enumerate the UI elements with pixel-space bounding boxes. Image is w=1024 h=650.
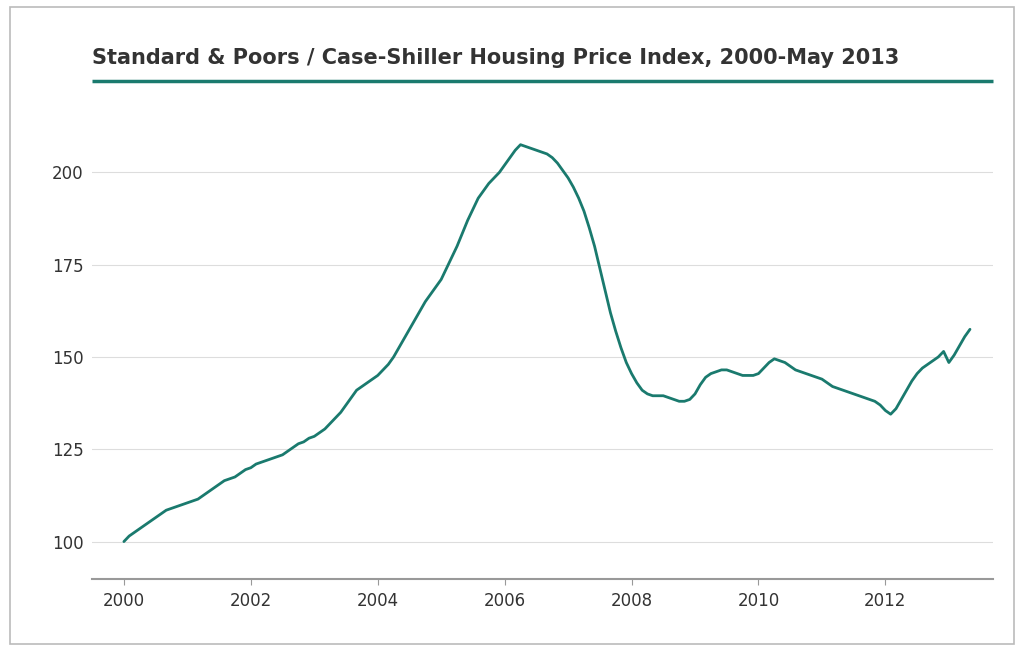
Text: Standard & Poors / Case-Shiller Housing Price Index, 2000-May 2013: Standard & Poors / Case-Shiller Housing … — [92, 48, 899, 68]
